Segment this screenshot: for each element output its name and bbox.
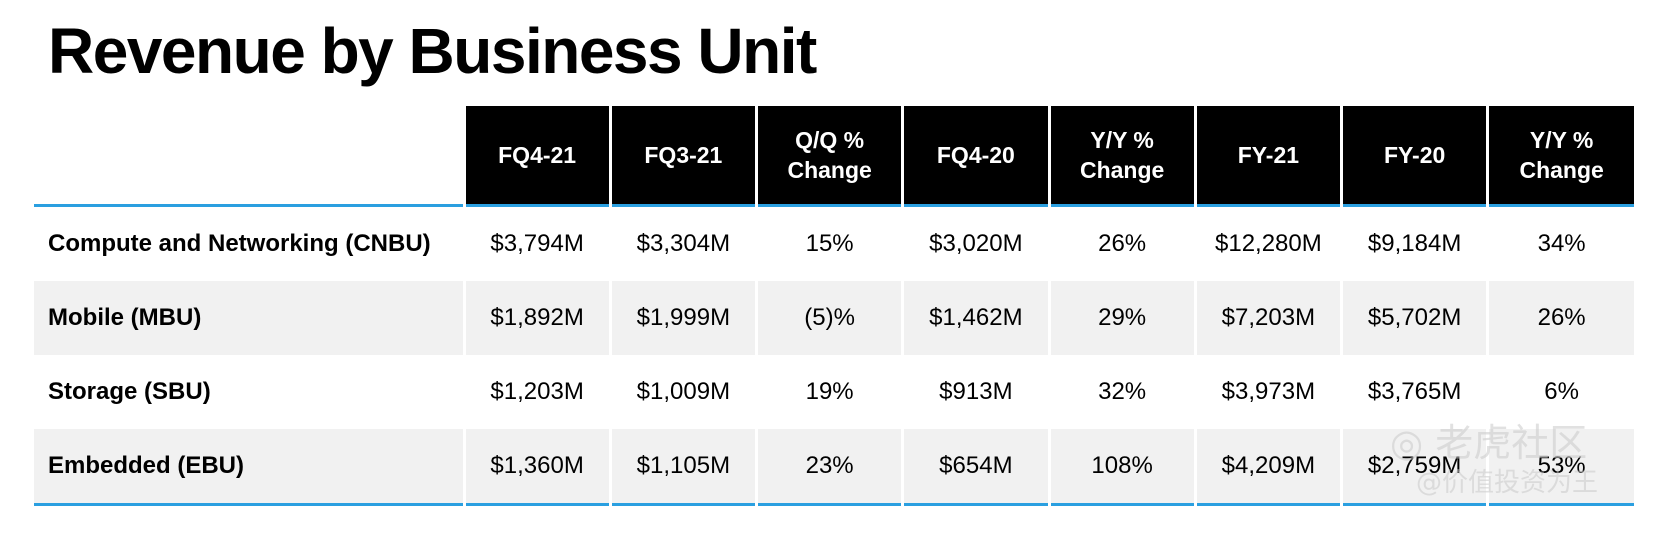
table-cell: 26%	[1486, 281, 1634, 355]
table-cell: $1,360M	[462, 429, 611, 505]
table-cell: $7,203M	[1193, 281, 1342, 355]
table-cell: 19%	[754, 355, 903, 429]
revenue-table: FQ4-21 FQ3-21 Q/Q % Change FQ4-20 Y/Y % …	[34, 106, 1634, 506]
table-cell: $3,973M	[1193, 355, 1342, 429]
column-header: Y/Y % Change	[1047, 106, 1196, 206]
table-cell: 108%	[1047, 429, 1196, 505]
table-cell: (5)%	[754, 281, 903, 355]
table-cell: $1,203M	[462, 355, 611, 429]
table-cell: 15%	[754, 205, 903, 281]
table-cell: $3,020M	[901, 205, 1049, 281]
row-label: Embedded (EBU)	[34, 429, 464, 505]
table-cell: $3,794M	[462, 205, 611, 281]
column-header: FQ3-21	[608, 106, 757, 206]
column-header: Y/Y % Change	[1486, 106, 1634, 206]
table-cell: $654M	[901, 429, 1049, 505]
table-cell: $4,209M	[1193, 429, 1342, 505]
table-cell: $913M	[901, 355, 1049, 429]
table-cell: $9,184M	[1339, 205, 1488, 281]
column-header: Q/Q % Change	[754, 106, 903, 206]
row-label: Storage (SBU)	[48, 378, 211, 405]
watermark-logo: ◎ 老虎社区	[1390, 421, 1588, 465]
column-header: FQ4-20	[901, 106, 1049, 206]
watermark-handle: @价值投资为王	[1416, 468, 1599, 498]
table-cell: $12,280M	[1193, 205, 1342, 281]
table-cell: 29%	[1047, 281, 1196, 355]
table-row: Mobile (MBU) $1,892M $1,999M (5)% $1,462…	[34, 281, 1634, 355]
table-cell: $1,462M	[901, 281, 1049, 355]
column-header: FY-20	[1339, 106, 1488, 206]
table-cell: 34%	[1486, 205, 1634, 281]
page-title: Revenue by Business Unit	[48, 15, 817, 87]
table-cell: 32%	[1047, 355, 1196, 429]
table-cell: $5,702M	[1339, 281, 1488, 355]
column-header: FQ4-21	[462, 106, 611, 206]
row-label: Mobile (MBU)	[34, 281, 464, 355]
table-cell: $1,009M	[608, 355, 757, 429]
header-blank-cell	[34, 106, 464, 206]
table-cell: $3,304M	[608, 205, 757, 281]
table-row: Storage (SBU) $1,203M $1,009M 19% $913M …	[34, 355, 1634, 429]
table-cell: $3,765M	[1339, 355, 1488, 429]
table-cell: $1,999M	[608, 281, 757, 355]
table-row: Embedded (EBU) $1,360M $1,105M 23% $654M…	[34, 429, 1634, 505]
table-cell: 26%	[1047, 205, 1196, 281]
row-label: Compute and Networking (CNBU)	[48, 230, 431, 257]
table-cell: $1,105M	[608, 429, 757, 505]
table-cell: 53%	[1486, 429, 1634, 505]
table-row: Compute and Networking (CNBU) $3,794M $3…	[34, 205, 1634, 281]
table-cell: 6%	[1486, 355, 1634, 429]
column-header: FY-21	[1193, 106, 1342, 206]
table-header-row: FQ4-21 FQ3-21 Q/Q % Change FQ4-20 Y/Y % …	[34, 106, 1634, 206]
table-cell: 23%	[754, 429, 903, 505]
table-cell: $2,759M	[1339, 429, 1488, 505]
table-cell: $1,892M	[462, 281, 611, 355]
